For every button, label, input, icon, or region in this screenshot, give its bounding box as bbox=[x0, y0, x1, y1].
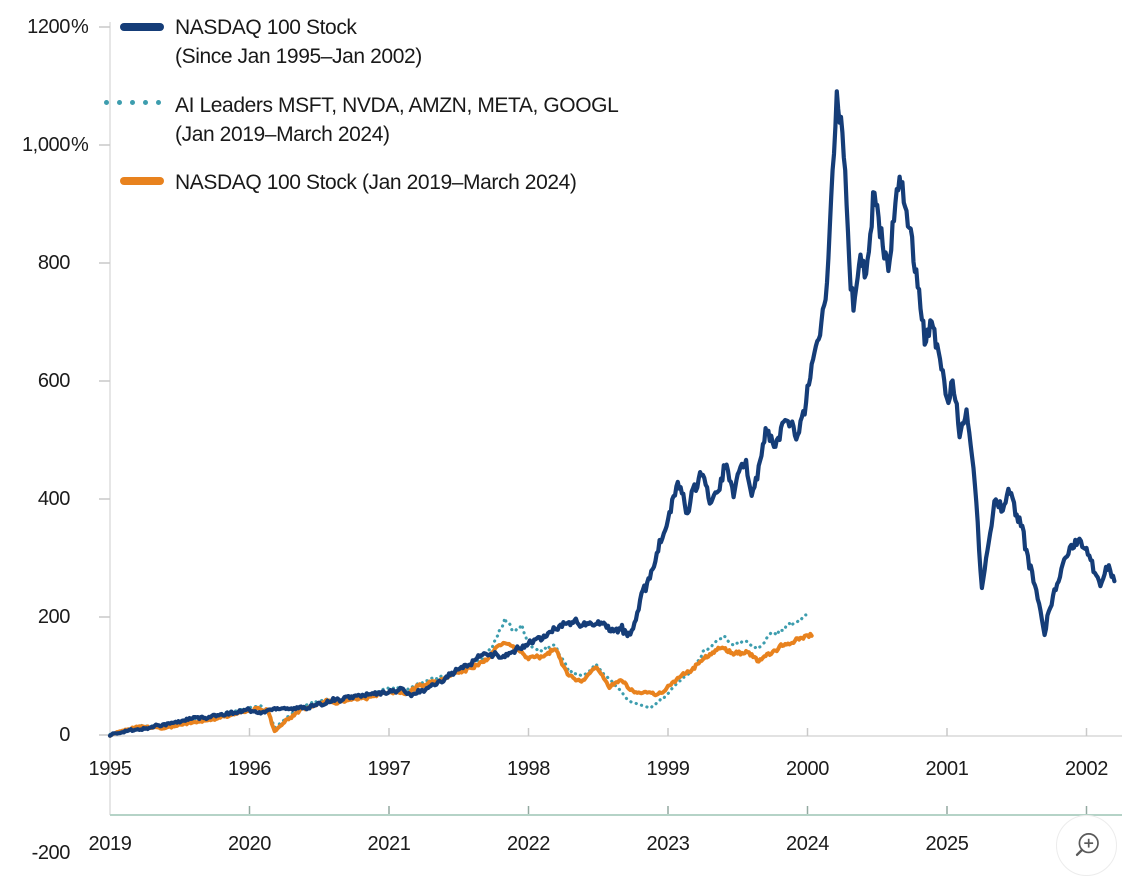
orange-line-swatch-icon bbox=[120, 177, 164, 185]
legend-label: AI Leaders MSFT, NVDA, AMZN, META, GOOGL bbox=[175, 94, 619, 117]
legend-label-sub: (Since Jan 1995–Jan 2002) bbox=[175, 45, 422, 68]
magnifier-plus-icon bbox=[1075, 832, 1099, 856]
series-line-nasdaq-100-2019-2024 bbox=[108, 631, 814, 738]
zoom-in-button[interactable] bbox=[1056, 815, 1117, 876]
teal-dotted-line-swatch-icon bbox=[104, 100, 161, 105]
navy-line-swatch-icon bbox=[120, 23, 164, 31]
legend-label: NASDAQ 100 Stock (Jan 2019–March 2024) bbox=[175, 171, 577, 194]
legend-label-sub: (Jan 2019–March 2024) bbox=[175, 123, 390, 146]
series-line-nasdaq-100-1995-2002 bbox=[107, 89, 1117, 738]
legend-label: NASDAQ 100 Stock bbox=[175, 16, 357, 39]
